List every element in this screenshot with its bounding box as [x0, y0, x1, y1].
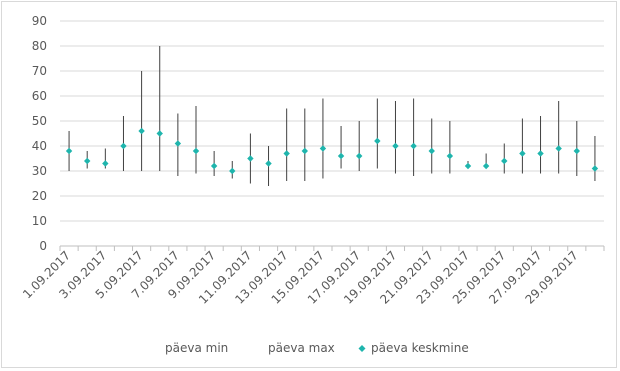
average-point — [464, 162, 472, 170]
average-point — [247, 155, 254, 162]
x-axis — [59, 245, 605, 251]
gridlines — [60, 20, 604, 222]
average-point — [174, 140, 182, 147]
y-tick-label: 0 — [39, 239, 47, 253]
average-point — [192, 147, 200, 155]
x-axis-ticks: 1.09.20173.09.20175.09.20177.09.20179.09… — [20, 248, 581, 306]
average-point — [156, 130, 163, 137]
y-tick-label: 70 — [32, 64, 47, 78]
average-point — [446, 152, 454, 160]
average-point — [501, 157, 508, 165]
average-point — [428, 147, 435, 155]
average-point — [265, 160, 272, 167]
average-point — [210, 162, 218, 170]
average-markers — [65, 127, 599, 175]
legend-marker-average — [358, 345, 366, 352]
y-axis-ticks: 0 10 20 30 40 50 60 70 80 90 — [32, 14, 47, 253]
average-point — [482, 162, 490, 170]
average-point — [591, 165, 599, 172]
average-point — [120, 142, 127, 150]
average-point — [537, 150, 544, 157]
legend-item-max: päeva max — [268, 341, 335, 355]
y-tick-label: 30 — [32, 164, 47, 178]
average-point — [138, 127, 145, 135]
y-tick-label: 20 — [32, 189, 47, 203]
average-point — [319, 145, 327, 152]
average-point — [301, 147, 308, 155]
average-point — [410, 142, 417, 150]
average-point — [356, 152, 363, 160]
legend-item-min: päeva min — [165, 341, 228, 355]
y-tick-label: 60 — [32, 89, 47, 103]
average-point — [229, 167, 236, 175]
average-point — [65, 147, 73, 155]
average-point — [84, 157, 91, 165]
average-point — [283, 150, 290, 157]
legend: päeva min päeva max päeva keskmine — [165, 341, 469, 355]
average-point — [519, 150, 526, 157]
average-point — [573, 147, 580, 155]
legend-item-average: päeva keskmine — [371, 341, 469, 355]
y-tick-label: 10 — [32, 214, 47, 228]
average-point — [555, 145, 562, 152]
y-tick-label: 80 — [32, 39, 47, 53]
y-tick-label: 90 — [32, 14, 47, 28]
y-tick-label: 40 — [32, 139, 47, 153]
high-low-lines — [68, 46, 596, 186]
y-tick-label: 50 — [32, 114, 47, 128]
average-point — [392, 142, 399, 150]
average-point — [337, 152, 345, 160]
average-point — [102, 160, 109, 167]
average-point — [374, 137, 381, 145]
